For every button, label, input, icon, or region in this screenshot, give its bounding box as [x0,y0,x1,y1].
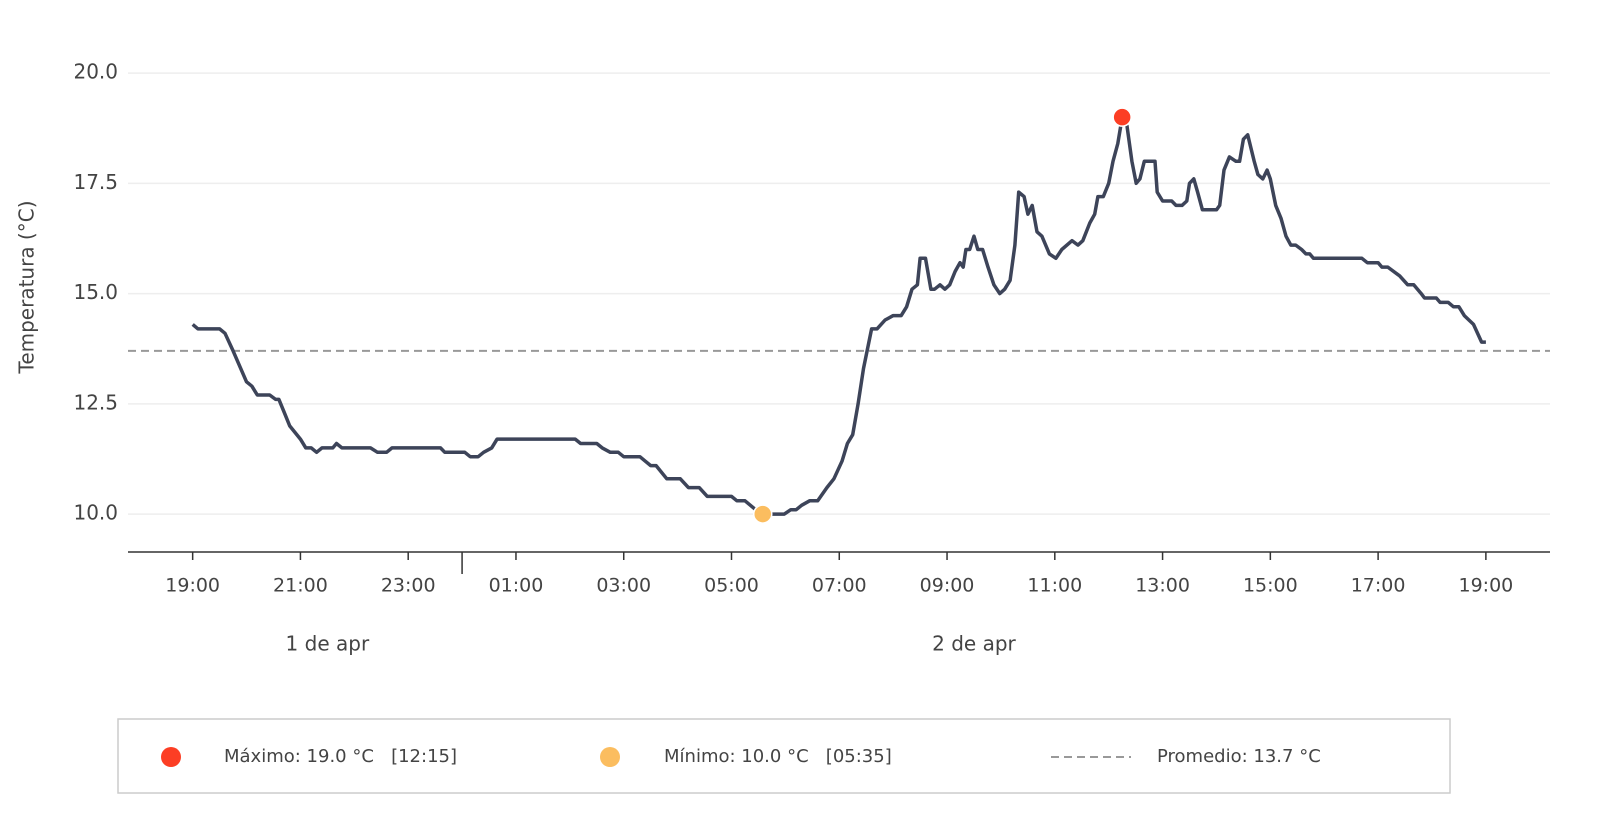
min-marker [753,504,773,524]
x-tick-label: 01:00 [489,575,544,597]
y-tick-label: 20.0 [73,60,118,84]
x-tick-label: 05:00 [704,575,759,597]
temperature-line [191,115,1486,516]
x-tick-label: 17:00 [1351,575,1406,597]
x-tick-label: 09:00 [920,575,975,597]
x-tick-label: 19:00 [1458,575,1513,597]
x-tick-label: 11:00 [1027,575,1082,597]
legend-max-label: Máximo: 19.0 °C [12:15] [224,746,457,767]
x-tick-label: 19:00 [165,575,220,597]
y-tick-label: 12.5 [73,390,118,414]
y-tick-label: 10.0 [73,501,118,525]
legend-min-swatch [600,747,620,767]
x-tick-label: 23:00 [381,575,436,597]
y-tick-label: 17.5 [73,170,118,194]
day-label: 1 de apr [286,632,370,656]
y-axis-label: Temperatura (°C) [15,200,39,374]
legend-min-label: Mínimo: 10.0 °C [05:35] [664,746,892,767]
x-tick-label: 03:00 [596,575,651,597]
legend-max-swatch [161,747,181,767]
x-tick-label: 21:00 [273,575,328,597]
x-tick-label: 15:00 [1243,575,1298,597]
legend-mean-label: Promedio: 13.7 °C [1157,746,1321,767]
legend-box [117,718,1451,794]
y-tick-label: 15.0 [73,280,118,304]
x-tick-label: 13:00 [1135,575,1190,597]
max-marker [1112,107,1132,127]
x-tick-label: 07:00 [812,575,867,597]
day-label: 2 de apr [932,632,1016,656]
